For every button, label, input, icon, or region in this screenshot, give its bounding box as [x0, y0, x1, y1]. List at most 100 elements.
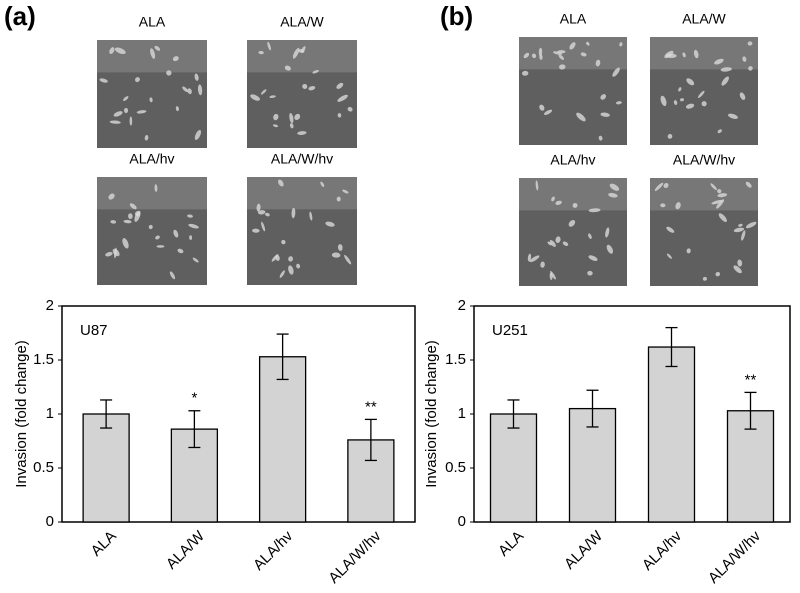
cell [308, 86, 316, 91]
cell [128, 213, 133, 220]
y-axis-label: Invasion (fold change) [423, 340, 440, 488]
image-label: ALA/W/hv [271, 151, 333, 167]
cell [568, 219, 576, 227]
cell [272, 124, 279, 128]
cell [747, 41, 753, 46]
cell [347, 106, 353, 112]
image-label: ALA/W [280, 14, 324, 30]
cell [150, 48, 156, 59]
y-axis-label: Invasion (fold change) [13, 340, 30, 488]
cell [278, 179, 284, 187]
cell [745, 221, 757, 229]
cell [288, 265, 294, 275]
cell [134, 210, 141, 222]
image-label: ALA [560, 11, 587, 27]
image-label: ALA/W/hv [673, 152, 735, 168]
cell [576, 112, 586, 122]
cell [148, 224, 153, 230]
cell [521, 70, 529, 76]
cell [166, 70, 172, 76]
micrograph-half [97, 72, 207, 148]
cell [297, 131, 307, 135]
cell [302, 83, 308, 89]
image-label: ALA/hv [550, 152, 595, 168]
cell [606, 244, 614, 254]
bar [647, 346, 696, 523]
cell [693, 49, 699, 59]
cell [718, 213, 727, 222]
cell [741, 230, 746, 241]
cell [336, 82, 344, 89]
bar [170, 428, 219, 523]
cell [682, 52, 686, 58]
cell [721, 76, 729, 86]
cell [110, 220, 117, 224]
x-tick-label: ALA/W/hv [705, 527, 765, 587]
cell [197, 84, 203, 96]
x-tick-label: ALA [88, 528, 120, 560]
cell [109, 120, 121, 124]
y-tick-label: 0.5 [33, 459, 54, 476]
cell [547, 241, 552, 246]
cell [588, 208, 601, 213]
cell [336, 196, 341, 202]
cell [260, 89, 267, 95]
cell [250, 94, 260, 101]
cell [678, 87, 682, 92]
cell [279, 270, 285, 278]
cell [296, 263, 301, 269]
cell [105, 251, 113, 257]
cell [531, 53, 537, 59]
cell [666, 53, 677, 59]
cell [572, 202, 578, 208]
cell [717, 189, 722, 194]
cell [188, 223, 199, 229]
cell [289, 112, 294, 124]
cell [716, 199, 725, 209]
cell [189, 235, 193, 240]
cell [686, 248, 691, 254]
x-tick-label: ALA/W [163, 527, 209, 573]
cell [586, 41, 590, 46]
cell [182, 86, 189, 93]
chart-title: U87 [80, 322, 108, 339]
cell [112, 248, 120, 257]
bar [258, 356, 307, 523]
cell [714, 58, 724, 65]
cell [543, 109, 553, 116]
cell [136, 110, 147, 114]
y-tick-label: 0 [458, 513, 466, 530]
cell [273, 113, 279, 121]
cell [660, 203, 666, 208]
cell [720, 67, 732, 72]
cell [685, 103, 695, 109]
cell [154, 184, 158, 192]
cell [654, 182, 664, 192]
panel-label: (a) [4, 1, 36, 31]
cell [717, 129, 722, 134]
cell [337, 94, 348, 102]
cell [558, 54, 565, 60]
micrograph-half [650, 69, 758, 145]
y-tick-label: 0 [46, 513, 54, 530]
cell [697, 90, 705, 99]
micrograph-half [519, 69, 627, 145]
image-label: ALA/hv [129, 151, 174, 167]
cell [667, 133, 673, 139]
y-tick-label: 2 [458, 297, 466, 314]
cell [267, 41, 271, 51]
cell [598, 135, 603, 141]
x-tick-label: ALA/W/hv [325, 527, 385, 587]
cell [551, 196, 555, 202]
cell [337, 113, 342, 118]
cell [555, 200, 562, 205]
cell [108, 193, 115, 200]
cell [580, 52, 587, 57]
cell [549, 240, 556, 247]
cell [154, 45, 161, 51]
y-tick-label: 1.5 [445, 351, 466, 368]
y-tick-label: 2 [46, 297, 54, 314]
cell [155, 235, 160, 240]
y-tick-label: 1 [46, 405, 54, 422]
cell [342, 189, 349, 194]
